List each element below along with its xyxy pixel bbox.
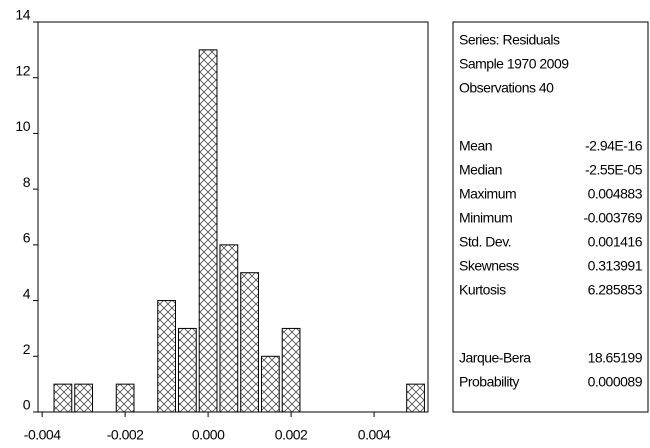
bar — [198, 49, 218, 413]
stats-panel: Series: Residuals Sample 1970 2009 Observa… — [459, 32, 643, 390]
stat-value: -2.94E-16 — [585, 138, 643, 154]
stat-value: 0.001416 — [588, 234, 643, 250]
panel-header: Observations 40 — [459, 80, 554, 96]
test-value: 0.000089 — [588, 374, 643, 390]
stat-value: 6.285853 — [588, 282, 643, 298]
x-tick-label: -0.004 — [24, 427, 61, 443]
x-tick-label: 0.000 — [192, 427, 225, 443]
test-value: 18.65199 — [588, 350, 643, 366]
bar — [281, 327, 301, 413]
stat-value: 0.313991 — [588, 258, 643, 274]
y-tick-label: 2 — [23, 341, 31, 357]
x-tick-label: 0.004 — [358, 427, 391, 443]
bar — [260, 355, 280, 413]
test-name: Jarque-Bera — [459, 350, 531, 366]
y-tick-label: 12 — [15, 62, 30, 78]
bar — [240, 272, 259, 413]
panel-header: Sample 1970 2009 — [459, 56, 569, 72]
y-tick-label: 6 — [23, 230, 31, 246]
stat-value: 0.004883 — [588, 186, 643, 202]
test-name: Probability — [459, 374, 519, 390]
stat-name: Mean — [459, 138, 492, 154]
stat-name: Kurtosis — [459, 282, 506, 298]
x-tick-label: -0.002 — [107, 427, 144, 443]
y-tick-label: 10 — [15, 118, 30, 134]
stat-name: Minimum — [459, 210, 512, 226]
bar — [74, 383, 94, 413]
y-tick-label: 14 — [15, 7, 30, 23]
stat-name: Std. Dev. — [459, 234, 511, 250]
stat-name: Maximum — [459, 186, 516, 202]
bar — [406, 383, 425, 413]
y-tick-label: 4 — [23, 285, 31, 301]
y-tick-label: 8 — [23, 174, 31, 190]
stat-name: Skewness — [459, 258, 519, 274]
stats-frame — [452, 21, 649, 413]
bar — [157, 300, 176, 413]
bar — [177, 327, 197, 413]
bar — [53, 383, 73, 413]
stat-value: -2.55E-05 — [585, 162, 643, 178]
x-tick-label: 0.002 — [275, 427, 308, 443]
panel-header: Series: Residuals — [459, 32, 560, 48]
bar — [115, 383, 135, 413]
bar — [219, 244, 239, 413]
y-tick-label: 0 — [23, 397, 31, 413]
stat-name: Median — [459, 162, 502, 178]
stat-value: -0.003769 — [583, 210, 642, 226]
